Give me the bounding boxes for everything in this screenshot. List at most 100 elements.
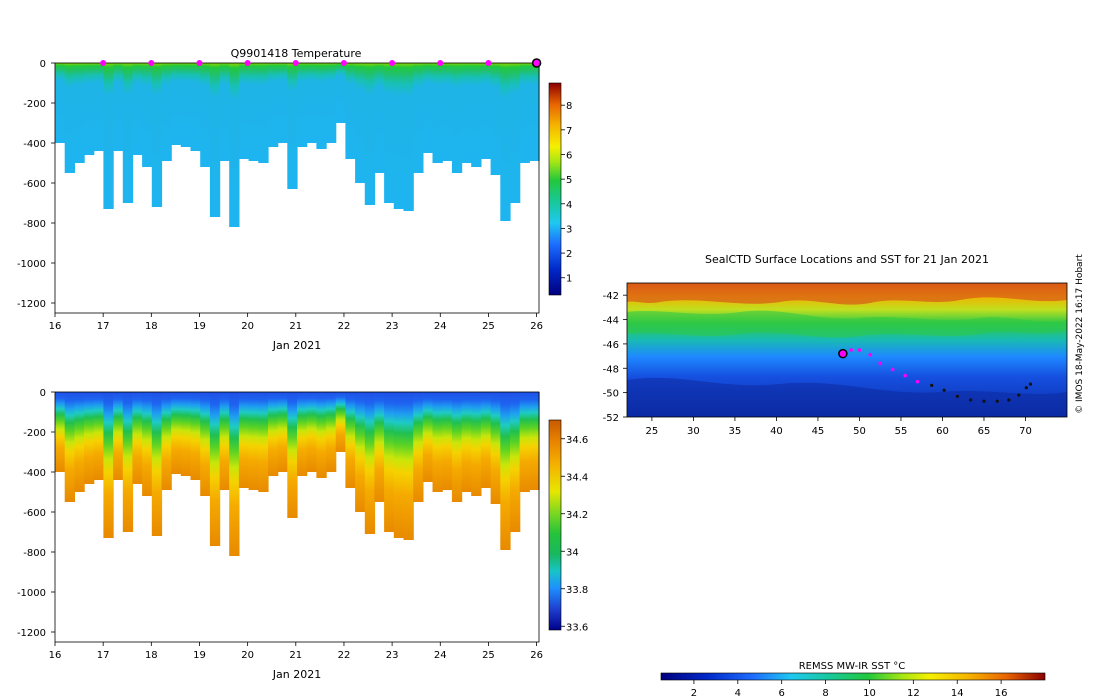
- temperature-x-axis: 16 17 18 19 20 21 22 23 24 25 26: [49, 313, 543, 332]
- track-point: [982, 399, 986, 403]
- x-tick-label: 16: [49, 321, 62, 332]
- surface-location-markers: [100, 58, 542, 68]
- temperature-profile-column: [55, 63, 66, 143]
- seal-track: [838, 348, 1033, 403]
- salinity-profile-column: [490, 392, 501, 504]
- map-x-tick-label: 35: [729, 426, 742, 437]
- x-tick-label: 19: [193, 321, 206, 332]
- salinity-chart: 16 17 18 19 20 21 22 23 24 25 26 0 -200 -400 -600 -800…: [17, 388, 588, 681]
- surface-location-marker: [244, 60, 251, 66]
- sst-map-title: SealCTD Surface Locations and SST for 21…: [705, 253, 989, 266]
- temperature-profile-column: [74, 63, 85, 163]
- recent-track-point: [903, 373, 907, 378]
- salinity-profile-column: [238, 392, 250, 488]
- temperature-profile-column: [510, 63, 521, 203]
- salinity-profile-column: [55, 392, 66, 472]
- recent-track-point: [857, 348, 862, 352]
- y-tick-label: -1000: [17, 259, 46, 270]
- colorbar-tick-label: 3: [566, 224, 572, 235]
- salinity-profile-column: [113, 392, 124, 480]
- y-tick-label: 0: [40, 59, 46, 70]
- sst-map-frame: [626, 282, 1068, 418]
- salinity-profile-column: [355, 392, 366, 512]
- salinity-profile-column: [345, 392, 356, 488]
- sst-colorbar-ticks: 2 4 6 8 10 12 14 16: [691, 680, 1008, 699]
- temperature-profile-column: [103, 63, 114, 209]
- sst-colorbar-title: REMSS MW-IR SST °C: [799, 661, 906, 672]
- salinity-profile-column: [277, 392, 288, 472]
- salinity-profile-column: [132, 392, 143, 484]
- temperature-profile-column: [277, 63, 288, 143]
- sst-colorbar-tick-label: 10: [863, 688, 876, 699]
- x-tick-label: 20: [241, 321, 254, 332]
- track-point: [1028, 382, 1033, 386]
- salinity-profile-column: [74, 392, 85, 492]
- temperature-profile-column: [471, 63, 482, 167]
- temperature-profile-column: [238, 63, 250, 159]
- track-point: [955, 394, 960, 398]
- sst-frontal-band: [627, 310, 1067, 338]
- sst-colorbar-tick-label: 16: [995, 688, 1008, 699]
- surface-location-marker: [389, 60, 396, 66]
- salinity-profile-column: [519, 392, 530, 492]
- y-tick-label: -600: [23, 179, 46, 190]
- sst-colorbar-tick-label: 4: [735, 688, 741, 699]
- x-tick-label: 18: [145, 321, 158, 332]
- sst-map: SealCTD Surface Locations and SST for 21…: [603, 253, 1085, 437]
- surface-location-marker: [340, 60, 347, 66]
- salinity-profile-column: [103, 392, 114, 538]
- track-point: [1024, 386, 1028, 390]
- salinity-profile-column: [510, 392, 521, 532]
- x-tick-label: 24: [434, 650, 447, 661]
- map-y-tick-label: -48: [603, 364, 619, 375]
- temperature-profile-column: [151, 63, 163, 207]
- colorbar-tick-label: 1: [566, 274, 572, 285]
- salinity-profile-column: [461, 392, 472, 492]
- salinity-profile-column: [413, 392, 424, 502]
- temperature-profile-column: [364, 63, 376, 205]
- temperature-chart-title: Q9901418 Temperature: [231, 47, 362, 60]
- x-tick-label: 21: [289, 650, 302, 661]
- temperature-profile-column: [200, 63, 211, 167]
- map-x-tick-label: 55: [895, 426, 908, 437]
- salinity-profile-columns: [55, 392, 540, 556]
- salinity-profile-column: [364, 392, 376, 534]
- salinity-x-axis: 16 17 18 19 20 21 22 23 24 25 26: [49, 642, 543, 661]
- salinity-profile-column: [93, 392, 104, 480]
- temperature-chart: Q9901418 Temperature 16 17 18 19 20 21 22 23 24 2…: [17, 47, 572, 352]
- track-point: [942, 388, 946, 392]
- x-tick-label: 22: [338, 650, 351, 661]
- colorbar-tick-label: 34.4: [566, 472, 588, 483]
- salinity-profile-column: [403, 392, 414, 540]
- salinity-profile-column: [122, 392, 134, 532]
- sst-colorbar-tick-label: 2: [691, 688, 697, 699]
- track-point: [1007, 398, 1011, 402]
- salinity-profile-column: [190, 392, 201, 480]
- x-tick-label: 24: [434, 321, 447, 332]
- temperature-profile-column: [219, 63, 230, 161]
- temperature-profile-column: [171, 63, 182, 145]
- sst-colorbar: REMSS MW-IR SST °C 2 4 6 8 10 12 14 16: [660, 661, 1046, 699]
- salinity-profile-column: [432, 392, 443, 492]
- temperature-profile-column: [297, 63, 308, 147]
- salinity-profile-column: [268, 392, 279, 476]
- colorbar-tick-label: 34: [566, 547, 579, 558]
- salinity-profile-column: [306, 392, 317, 472]
- salinity-colorbar: [548, 419, 562, 631]
- map-x-tick-label: 40: [770, 426, 783, 437]
- temperature-profile-column: [480, 63, 492, 159]
- y-tick-label: -200: [23, 428, 46, 439]
- surface-location-marker: [196, 60, 203, 66]
- salinity-profile-column: [161, 392, 172, 490]
- temperature-profile-column: [190, 63, 201, 151]
- salinity-profile-column: [287, 392, 298, 518]
- y-tick-label: -1200: [17, 299, 46, 310]
- salinity-y-axis: 0 -200 -400 -600 -800 -1000 -1200: [17, 388, 55, 639]
- temperature-profile-column: [335, 63, 346, 123]
- temperature-profile-column: [413, 63, 424, 173]
- temperature-profile-column: [403, 63, 414, 211]
- salinity-x-label: Jan 2021: [272, 668, 321, 681]
- temperature-profile-column: [180, 63, 192, 147]
- salinity-profile-column: [529, 392, 540, 490]
